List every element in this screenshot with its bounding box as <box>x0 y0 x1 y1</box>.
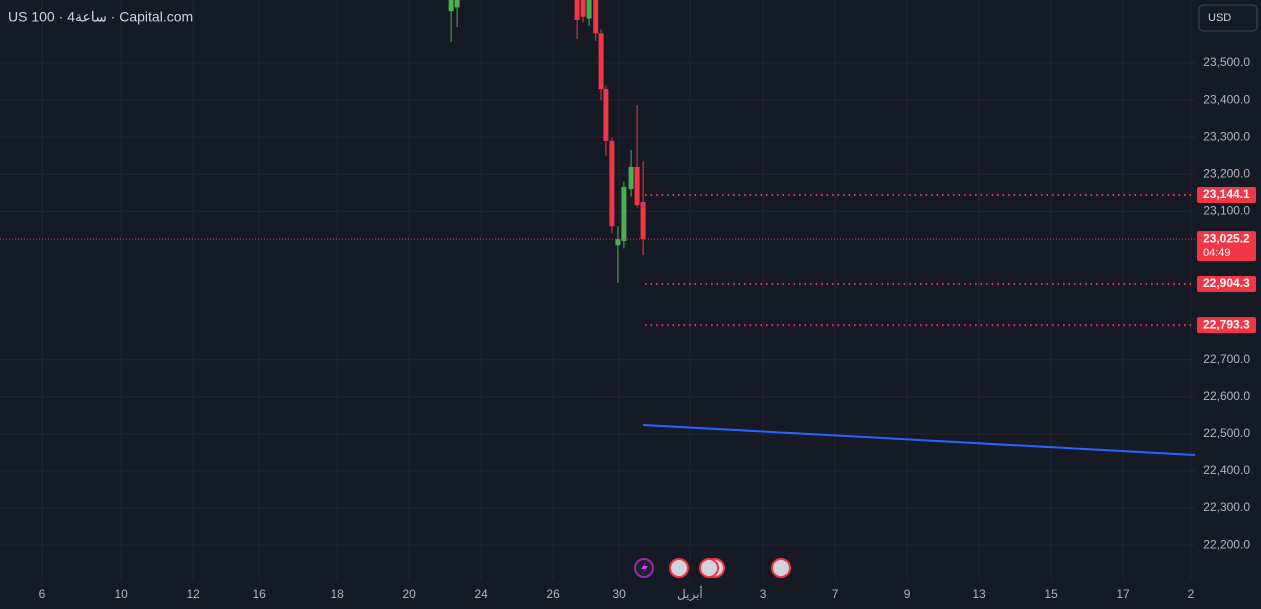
y-tick-label: 23,200.0 <box>1203 166 1250 180</box>
y-tick-label: 22,500.0 <box>1203 426 1250 440</box>
candle-body <box>615 239 621 246</box>
x-tick-label: 9 <box>904 587 911 601</box>
candle-body <box>448 0 454 12</box>
y-tick-label: 22,200.0 <box>1203 537 1250 551</box>
x-tick-label: 18 <box>330 587 344 601</box>
candle-body <box>586 0 592 19</box>
x-tick-label: 15 <box>1044 587 1058 601</box>
candle-body <box>598 33 604 90</box>
x-tick-label: 30 <box>612 587 626 601</box>
x-tick-label: 7 <box>832 587 839 601</box>
x-tick-label: 16 <box>252 587 266 601</box>
currency-button[interactable] <box>1198 4 1258 32</box>
candle-body <box>640 202 646 240</box>
x-tick-label: 13 <box>972 587 986 601</box>
x-tick-label: 24 <box>474 587 488 601</box>
x-tick-label: 20 <box>402 587 416 601</box>
price-level-box <box>1197 275 1256 292</box>
x-tick-label: 6 <box>39 587 46 601</box>
y-tick-label: 23,100.0 <box>1203 204 1250 218</box>
candle-body <box>593 0 599 34</box>
x-tick-label: 12 <box>186 587 200 601</box>
x-tick-label: 10 <box>115 587 129 601</box>
current-price-box <box>1197 231 1256 262</box>
candle-body <box>603 89 609 141</box>
y-tick-label: 23,300.0 <box>1203 129 1250 143</box>
event-icon[interactable] <box>669 558 689 578</box>
event-icon[interactable] <box>771 558 791 578</box>
axis: 23,500.0 23,400.0 23,300.0 23,200.0 23,100.0… <box>39 55 1256 601</box>
y-tick-label: 22,700.0 <box>1203 352 1250 366</box>
countdown-label: 04:49 <box>1203 247 1231 259</box>
x-tick-label: 3 <box>760 587 767 601</box>
candle-body <box>454 0 460 8</box>
y-tick-label: 23,500.0 <box>1203 55 1250 69</box>
x-tick-label: أبريل <box>677 586 703 601</box>
chart-title: US 100 · 4ساعة · Capital.com <box>8 9 193 25</box>
event-icons <box>634 558 791 578</box>
plot <box>0 0 1195 457</box>
y-tick-label: 22,400.0 <box>1203 463 1250 477</box>
candle-body <box>574 0 580 21</box>
x-tick-label: 17 <box>1116 587 1130 601</box>
event-icon-glyph <box>641 562 648 574</box>
currency-label[interactable]: USD <box>1208 12 1231 24</box>
price-level-box <box>1197 187 1256 204</box>
y-tick-label: 22,600.0 <box>1203 389 1250 403</box>
candle-body <box>634 166 640 206</box>
candle-body <box>580 0 586 17</box>
candle-body <box>609 140 615 227</box>
grid <box>0 0 1195 580</box>
price-level-label: 22,904.3 <box>1203 276 1250 290</box>
price-level-label: 23,144.1 <box>1203 187 1250 201</box>
current-price-label: 23,025.2 <box>1203 231 1250 245</box>
y-tick-label: 23,400.0 <box>1203 92 1250 106</box>
price-level-label: 22,793.3 <box>1203 317 1250 331</box>
x-tick-label: 2 <box>1187 587 1194 601</box>
candle-body <box>621 186 627 242</box>
event-icon[interactable] <box>699 558 719 578</box>
x-tick-label: 26 <box>546 587 560 601</box>
trendline <box>643 423 1195 457</box>
price-level-box <box>1197 317 1256 334</box>
y-tick-label: 22,300.0 <box>1203 500 1250 514</box>
candle-body <box>628 166 634 190</box>
